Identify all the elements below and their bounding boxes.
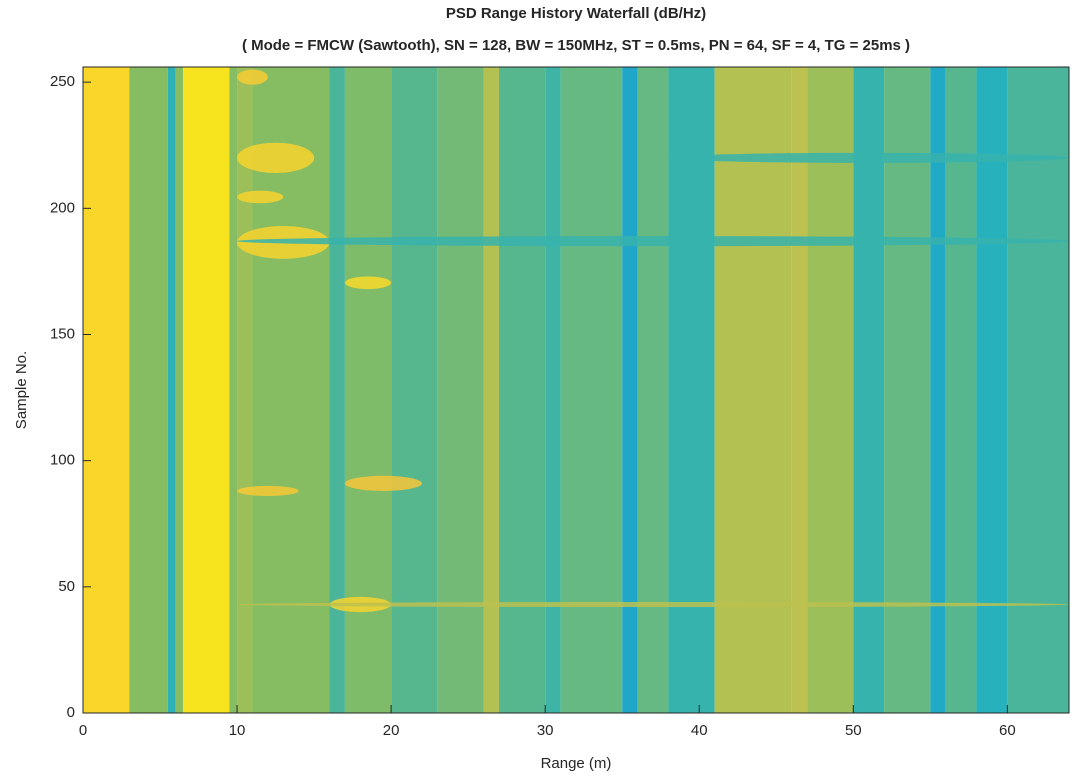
y-axis-label: Sample No. [13, 351, 30, 429]
heat-column [498, 67, 546, 713]
heat-column [229, 67, 238, 713]
y-tick-label: 150 [50, 325, 75, 342]
y-tick-label: 0 [67, 704, 75, 721]
heat-column [791, 67, 808, 713]
heat-column [930, 67, 946, 713]
heat-column [167, 67, 176, 713]
heat-column [237, 67, 253, 713]
heat-blob [237, 601, 1069, 608]
heat-blob [237, 236, 1069, 247]
x-tick-label: 30 [537, 722, 554, 739]
x-axis-label: Range (m) [541, 755, 612, 772]
heat-blob [237, 69, 268, 85]
plot-frame [82, 66, 1070, 714]
y-tick-label: 250 [50, 73, 75, 90]
x-tick-label: 40 [691, 722, 708, 739]
heat-column [714, 67, 792, 713]
heat-column [391, 67, 438, 713]
heat-column [884, 67, 931, 713]
heat-column [637, 67, 669, 713]
heat-blob [237, 485, 299, 496]
heat-column [183, 67, 230, 713]
heat-column [344, 67, 392, 713]
heat-column [945, 67, 977, 713]
x-tick-label: 10 [229, 722, 246, 739]
heat-column [560, 67, 623, 713]
heat-column [853, 67, 885, 713]
heat-column [175, 67, 184, 713]
x-tick-label: 50 [845, 722, 862, 739]
heat-blob [237, 190, 284, 204]
heat-blob [237, 142, 315, 173]
chart-title: PSD Range History Waterfall (dB/Hz) [446, 5, 706, 22]
heat-column [807, 67, 854, 713]
heat-column [83, 67, 130, 713]
heat-column [129, 67, 168, 713]
x-tick-label: 20 [383, 722, 400, 739]
y-tick-label: 100 [50, 452, 75, 469]
chart-subtitle: ( Mode = FMCW (Sawtooth), SN = 128, BW =… [242, 37, 910, 54]
heat-blob [344, 276, 392, 290]
y-tick-label: 200 [50, 199, 75, 216]
heat-column [1007, 67, 1069, 713]
heat-column [483, 67, 499, 713]
y-tick-label: 50 [58, 578, 75, 595]
heat-column [329, 67, 345, 713]
heat-column [668, 67, 715, 713]
heat-blob [668, 152, 1069, 163]
heat-column [622, 67, 638, 713]
x-tick-label: 0 [79, 722, 87, 739]
heat-column [976, 67, 1008, 713]
heat-column [545, 67, 561, 713]
heat-blob [344, 475, 422, 491]
heat-column [437, 67, 484, 713]
x-tick-label: 60 [999, 722, 1016, 739]
